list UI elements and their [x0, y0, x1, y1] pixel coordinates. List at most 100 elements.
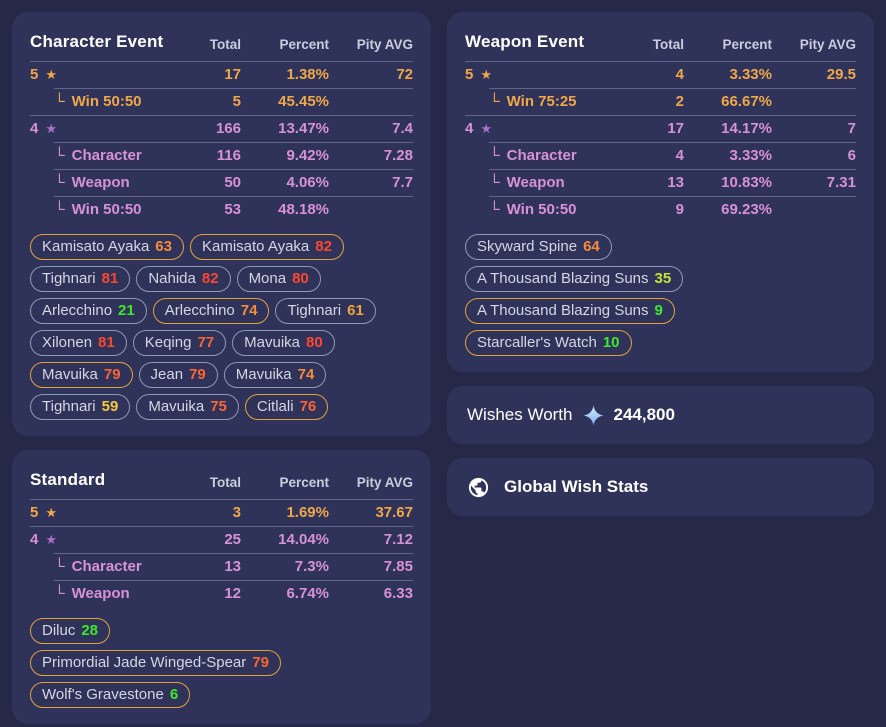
pull-pill: Starcaller's Watch 10 — [465, 330, 632, 356]
global-wish-stats-label: Global Wish Stats — [504, 477, 649, 496]
row-label: 4 ★ — [30, 531, 57, 548]
row-pity: 72 — [396, 66, 413, 83]
wishes-worth-panel: Wishes Worth 244,800 — [447, 386, 874, 444]
character-event-pills: Kamisato Ayaka 63 Kamisato Ayaka 82 Tighna… — [30, 234, 413, 420]
star-icon: ★ — [480, 120, 492, 136]
table-row: └ Character 116 9.42% 7.28 — [30, 142, 413, 169]
pull-pill: Tighnari 81 — [30, 266, 131, 292]
branch-icon: └ — [54, 201, 65, 218]
wish-stats-layout: Character Event Total Percent Pity AVG 5… — [12, 12, 874, 724]
pull-pill: Tighnari 61 — [275, 298, 376, 324]
table-row: └ Win 50:50 5 45.45% — [30, 88, 413, 115]
branch-icon: └ — [54, 558, 65, 575]
row-label: └ Win 50:50 — [54, 93, 142, 110]
pull-pill: Primordial Jade Winged-Spear 79 — [30, 650, 281, 676]
column-header-percent: Percent — [279, 475, 329, 490]
row-total: 17 — [224, 66, 241, 83]
row-percent: 14.04% — [278, 531, 329, 548]
row-total: 25 — [224, 531, 241, 548]
pull-pill: Arlecchino 74 — [152, 298, 270, 324]
row-total: 12 — [224, 585, 241, 602]
panel-title: Character Event — [30, 32, 164, 51]
pull-pill: Mavuika 75 — [136, 394, 239, 420]
row-pity: 7.4 — [392, 120, 413, 137]
primogem-icon — [582, 404, 604, 426]
row-label: └ Weapon — [54, 174, 130, 191]
pull-pill: Skyward Spine 64 — [465, 234, 612, 260]
table-row: └ Character 13 7.3% 7.85 — [30, 553, 413, 580]
branch-icon: └ — [54, 585, 65, 602]
pull-pill: Mavuika 74 — [223, 362, 327, 388]
row-pity: 7.12 — [383, 531, 413, 548]
row-percent: 6.74% — [286, 585, 329, 602]
row-pity: 7.7 — [392, 174, 413, 191]
row-label: └ Weapon — [54, 585, 130, 602]
star-icon: ★ — [45, 504, 57, 520]
column-header-percent: Percent — [279, 37, 329, 52]
globe-icon — [467, 476, 490, 499]
branch-icon: └ — [54, 174, 65, 191]
row-pity: 6.33 — [383, 585, 413, 602]
row-total: 2 — [675, 93, 684, 110]
pull-pill: Diluc 28 — [30, 618, 111, 644]
pull-pill: Nahida 82 — [136, 266, 231, 292]
standard-header: Standard Total Percent Pity AVG — [30, 462, 413, 499]
pull-pill: Kamisato Ayaka 63 — [30, 234, 184, 260]
row-pity: 7.31 — [826, 174, 856, 191]
weapon-event-header: Weapon Event Total Percent Pity AVG — [465, 24, 856, 61]
character-event-panel: Character Event Total Percent Pity AVG 5… — [12, 12, 431, 436]
row-percent: 69.23% — [721, 201, 772, 218]
pull-pill: Mona 80 — [236, 266, 321, 292]
branch-icon: └ — [489, 147, 500, 164]
row-percent: 9.42% — [286, 147, 329, 164]
pull-pill: Mavuika 79 — [30, 362, 133, 388]
branch-icon: └ — [489, 93, 500, 110]
row-label: └ Win 50:50 — [54, 201, 142, 218]
pull-pill: Mavuika 80 — [232, 330, 335, 356]
star-icon: ★ — [45, 531, 57, 547]
row-label: 5 ★ — [30, 504, 57, 521]
panel-title: Weapon Event — [465, 32, 585, 51]
standard-panel: Standard Total Percent Pity AVG 5 ★ 3 1.6… — [12, 450, 431, 724]
column-header-pity-avg: Pity AVG — [356, 475, 413, 490]
table-row: 5 ★ 3 1.69% 37.67 — [30, 499, 413, 526]
table-row: 4 ★ 17 14.17% 7 — [465, 115, 856, 142]
table-row: └ Weapon 50 4.06% 7.7 — [30, 169, 413, 196]
branch-icon: └ — [489, 174, 500, 191]
table-row: 5 ★ 17 1.38% 72 — [30, 61, 413, 88]
left-column: Character Event Total Percent Pity AVG 5… — [12, 12, 431, 724]
pull-pill: Wolf's Gravestone 6 — [30, 682, 191, 708]
pull-pill: Jean 79 — [138, 362, 218, 388]
row-label: └ Win 50:50 — [489, 201, 577, 218]
row-total: 13 — [667, 174, 684, 191]
row-percent: 1.69% — [286, 504, 329, 521]
row-label: └ Character — [489, 147, 577, 164]
row-pity: 7.85 — [383, 558, 413, 575]
table-row: └ Weapon 13 10.83% 7.31 — [465, 169, 856, 196]
row-label: └ Character — [54, 558, 142, 575]
row-label: 4 ★ — [30, 120, 57, 137]
row-total: 4 — [675, 147, 684, 164]
standard-pills: Diluc 28 Primordial Jade Winged-Spear 79 W… — [30, 618, 413, 708]
table-row: └ Win 50:50 9 69.23% — [465, 196, 856, 223]
row-pity: 6 — [847, 147, 856, 164]
pull-pill: A Thousand Blazing Suns 9 — [465, 298, 675, 324]
column-header-pity-avg: Pity AVG — [799, 37, 856, 52]
row-label: └ Weapon — [489, 174, 565, 191]
pull-pill: Tighnari 59 — [30, 394, 131, 420]
branch-icon: └ — [54, 93, 65, 110]
wishes-worth-label: Wishes Worth — [467, 405, 573, 424]
star-icon: ★ — [480, 66, 492, 82]
table-row: 5 ★ 4 3.33% 29.5 — [465, 61, 856, 88]
global-wish-stats-button[interactable]: Global Wish Stats — [447, 458, 874, 516]
row-label: 4 ★ — [465, 120, 492, 137]
column-header-total: Total — [209, 37, 241, 52]
pull-pill: Citlali 76 — [244, 394, 329, 420]
table-row: └ Win 50:50 53 48.18% — [30, 196, 413, 223]
panel-title: Standard — [30, 470, 106, 489]
star-icon: ★ — [45, 120, 57, 136]
row-percent: 45.45% — [278, 93, 329, 110]
row-total: 13 — [224, 558, 241, 575]
table-row: 4 ★ 25 14.04% 7.12 — [30, 526, 413, 553]
row-percent: 13.47% — [278, 120, 329, 137]
